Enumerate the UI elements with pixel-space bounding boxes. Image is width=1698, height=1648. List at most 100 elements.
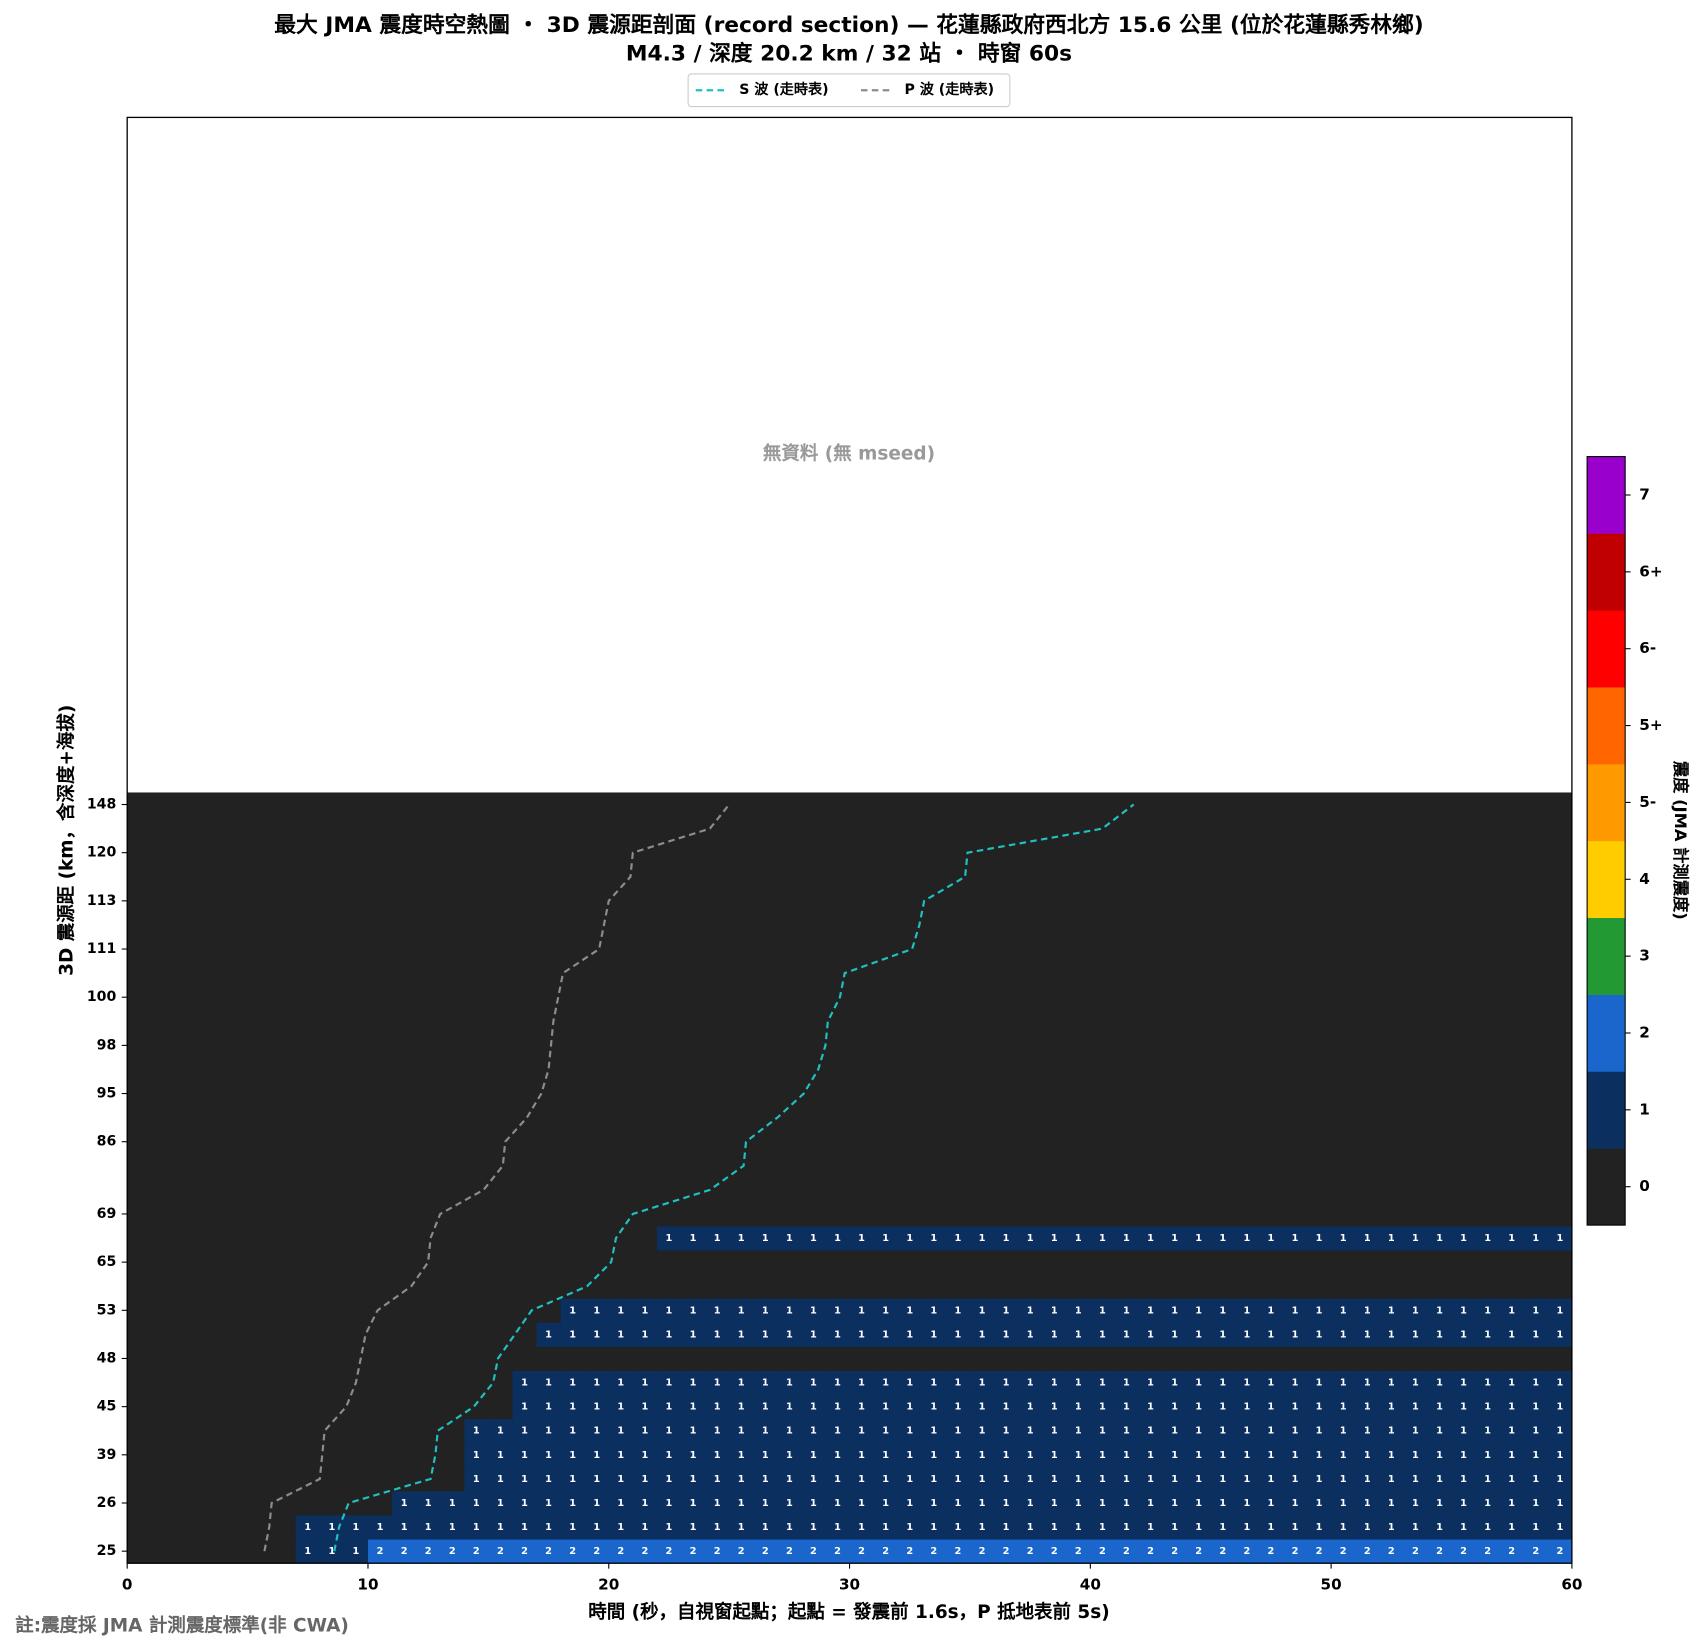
- heat-cell: [801, 816, 826, 842]
- cell-label: 2: [497, 1546, 504, 1557]
- cell-label: 1: [1268, 1329, 1275, 1340]
- heat-cell: [1475, 1033, 1501, 1058]
- heat-cell: [777, 985, 802, 1010]
- heat-cell: [247, 1057, 273, 1082]
- heat-cell: [1499, 1057, 1525, 1082]
- heat-cell: [464, 1322, 489, 1347]
- heat-cell: [705, 1418, 730, 1444]
- heat-cell: [873, 864, 899, 890]
- heat-cell: [1282, 840, 1308, 866]
- heat-cell: [1547, 1153, 1573, 1179]
- cell-label: 2: [1556, 1546, 1563, 1557]
- heat-cell: [560, 888, 586, 914]
- heat-cell: [897, 985, 923, 1010]
- heat-cell: [175, 1009, 200, 1034]
- heat-cell: [921, 1009, 947, 1034]
- heat-cell: [151, 1394, 176, 1420]
- y-tick-label: 26: [97, 1495, 117, 1511]
- heat-cell: [1331, 792, 1356, 817]
- heat-cell: [1258, 792, 1284, 817]
- heat-cell: [223, 912, 249, 938]
- heat-cell: [1282, 1322, 1308, 1347]
- heat-cell: [1042, 985, 1067, 1010]
- heat-cell: [319, 1370, 345, 1396]
- heat-cell: [608, 936, 634, 962]
- heat-cell: [1090, 1201, 1115, 1227]
- cell-label: 1: [714, 1329, 721, 1340]
- heat-cell: [1186, 1250, 1212, 1275]
- heat-cell: [151, 1226, 176, 1251]
- heat-cell: [536, 936, 562, 962]
- colorbar-swatch: [1587, 533, 1626, 611]
- heat-cell: [897, 1418, 923, 1444]
- heat-cell: [319, 1466, 345, 1492]
- heat-cell: [921, 1201, 947, 1227]
- heat-cell: [1355, 1226, 1380, 1251]
- heat-cell: [584, 1539, 610, 1564]
- heat-cell: [777, 1226, 802, 1251]
- heat-cell: [994, 1394, 1019, 1420]
- heat-cell: [271, 1057, 297, 1082]
- heat-cell: [945, 961, 971, 986]
- heat-cell: [392, 1322, 417, 1347]
- cell-label: 1: [545, 1450, 552, 1461]
- heat-cell: [440, 1201, 465, 1227]
- heat-cell: [1234, 840, 1260, 866]
- heat-cell: [656, 1298, 682, 1323]
- heat-cell: [584, 1370, 610, 1396]
- heat-cell: [1138, 1009, 1163, 1034]
- heat-cell: [343, 1009, 369, 1034]
- heat-cell: [1547, 1442, 1573, 1468]
- heat-cell: [512, 816, 537, 842]
- cell-label: 1: [1556, 1498, 1563, 1509]
- heat-cell: [1162, 1081, 1188, 1107]
- heat-cell: [729, 1418, 754, 1444]
- heat-cell: [512, 1201, 537, 1227]
- cell-label: 1: [521, 1402, 528, 1413]
- heat-cell: [1307, 1466, 1332, 1492]
- cell-label: 1: [1532, 1450, 1539, 1461]
- heat-cell: [416, 985, 441, 1010]
- heat-cell: [536, 1442, 562, 1468]
- heat-cell: [512, 1515, 537, 1540]
- heat-cell: [127, 1250, 152, 1275]
- heat-cell: [1114, 1033, 1139, 1058]
- cell-label: 1: [762, 1305, 769, 1316]
- heat-cell: [1210, 864, 1236, 890]
- heat-cell: [656, 1057, 682, 1082]
- heat-cell: [1162, 1201, 1188, 1227]
- cell-label: 2: [521, 1546, 528, 1557]
- heat-cell: [1018, 1201, 1043, 1227]
- heat-cell: [151, 1105, 176, 1131]
- heat-cell: [512, 936, 537, 962]
- heat-cell: [705, 1370, 730, 1396]
- heat-cell: [1090, 1129, 1115, 1155]
- heat-cell: [1162, 840, 1188, 866]
- cell-label: 1: [858, 1233, 865, 1244]
- heat-cell: [849, 1226, 875, 1251]
- heat-cell: [1066, 936, 1091, 962]
- cell-label: 1: [858, 1498, 865, 1509]
- heat-cell: [705, 1009, 730, 1034]
- heat-cell: [1475, 1370, 1501, 1396]
- heat-cell: [560, 1105, 586, 1131]
- cell-label: 1: [786, 1450, 793, 1461]
- heat-cell: [994, 1226, 1019, 1251]
- heat-cell: [994, 1033, 1019, 1058]
- heat-cell: [729, 840, 754, 866]
- heat-cell: [271, 840, 297, 866]
- heat-cell: [392, 1033, 417, 1058]
- heat-cell: [1451, 840, 1477, 866]
- heat-cell: [729, 961, 754, 986]
- heat-cell: [1475, 1346, 1501, 1371]
- heat-cell: [151, 1201, 176, 1227]
- heat-cell: [608, 912, 634, 938]
- heat-cell: [873, 1226, 899, 1251]
- heat-cell: [151, 864, 176, 890]
- heat-cell: [1282, 1490, 1308, 1516]
- heat-cell: [175, 792, 200, 817]
- heat-cell: [680, 1418, 706, 1444]
- heat-cell: [1042, 1370, 1067, 1396]
- heat-cell: [271, 1539, 297, 1564]
- colorbar-swatch: [1587, 456, 1626, 534]
